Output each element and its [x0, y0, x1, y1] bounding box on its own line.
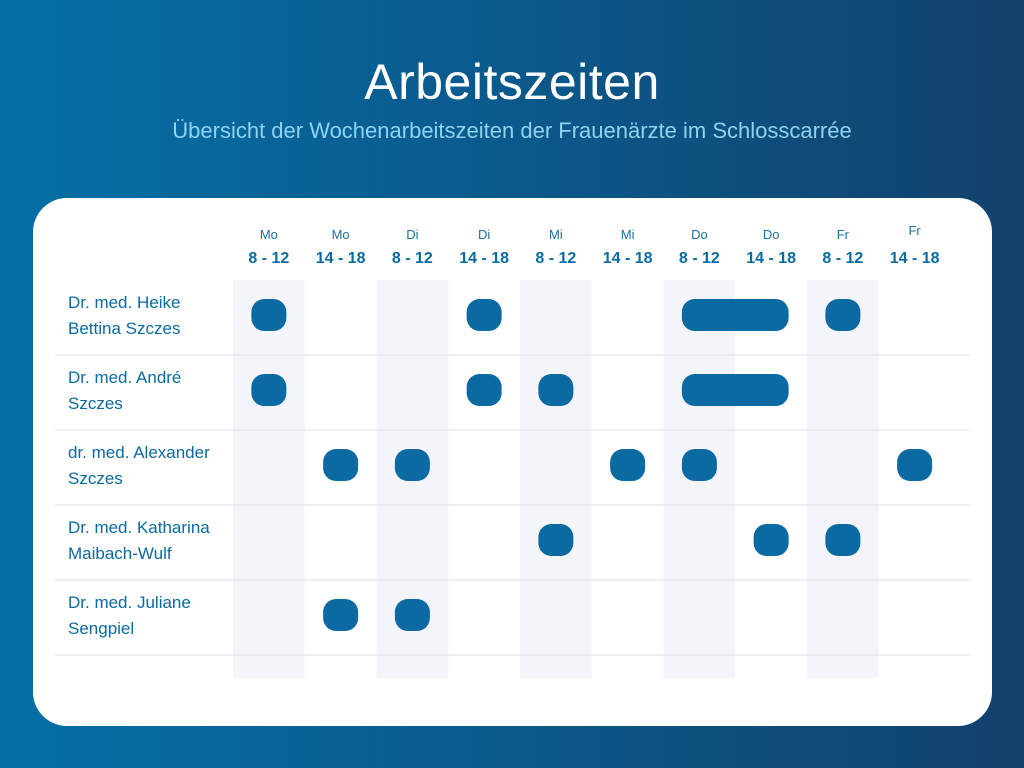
- schedule-slot-pill: [681, 299, 789, 331]
- column-time-label: 8 - 12: [392, 250, 433, 267]
- page-subtitle: Übersicht der Wochenarbeitszeiten der Fr…: [172, 118, 852, 143]
- page-title: Arbeitszeiten: [364, 54, 660, 110]
- schedule-slot-pill: [753, 524, 789, 556]
- schedule-slot-pill: [538, 374, 574, 406]
- doctor-name: Dr. med. Katharina: [68, 518, 210, 537]
- column-time-label: 14 - 18: [746, 250, 796, 267]
- doctor-name: Dr. med. Juliane: [68, 593, 191, 612]
- column-day-label: Di: [478, 227, 490, 242]
- column-time-label: 8 - 12: [679, 250, 720, 267]
- schedule-slot-pill: [466, 374, 502, 406]
- column-time-label: 14 - 18: [890, 250, 940, 267]
- schedule-slot-pill: [538, 524, 574, 556]
- schedule-slot-pill: [825, 299, 861, 331]
- doctor-name: Szczes: [68, 394, 123, 413]
- schedule-chart: Mo 8 - 12 Mo 14 - 18 Di 8 - 12 Di 14 - 18 Mi 8 - …: [55, 223, 970, 678]
- schedule-slot-pill: [681, 449, 717, 481]
- column-time-label: 14 - 18: [316, 250, 366, 267]
- column-day-label: Fr: [908, 223, 921, 238]
- column-day-label: Fr: [837, 227, 850, 242]
- column-day-label: Mo: [260, 227, 278, 242]
- shaded-column: [807, 280, 879, 678]
- column-day-label: Do: [763, 227, 780, 242]
- schedule-slot-pill: [394, 599, 430, 631]
- schedule-slot-pill: [825, 524, 861, 556]
- doctor-name: Szczes: [68, 469, 123, 488]
- schedule-slot-pill: [610, 449, 646, 481]
- doctor-name: Maibach-Wulf: [68, 544, 172, 563]
- column-time-label: 14 - 18: [603, 250, 653, 267]
- schedule-slot-pill: [323, 599, 359, 631]
- doctor-name: Dr. med. Heike: [68, 293, 180, 312]
- schedule-slot-pill: [681, 374, 789, 406]
- doctor-name: Dr. med. André: [68, 368, 181, 387]
- schedule-slot-pill: [251, 299, 287, 331]
- doctor-name: Sengpiel: [68, 619, 134, 638]
- shaded-column: [233, 280, 305, 678]
- schedule-card: Mo 8 - 12 Mo 14 - 18 Di 8 - 12 Di 14 - 18 Mi 8 - …: [33, 198, 992, 726]
- column-day-label: Mi: [549, 227, 563, 242]
- schedule-slot-pill: [323, 449, 359, 481]
- schedule-slot-pill: [466, 299, 502, 331]
- shaded-column: [520, 280, 592, 678]
- column-time-label: 8 - 12: [822, 250, 863, 267]
- doctor-name: Bettina Szczes: [68, 319, 180, 338]
- doctor-name: dr. med. Alexander: [68, 443, 210, 462]
- column-day-label: Di: [406, 227, 418, 242]
- column-day-label: Mo: [332, 227, 350, 242]
- schedule-slot-pill: [251, 374, 287, 406]
- column-time-label: 8 - 12: [248, 250, 289, 267]
- column-day-label: Do: [691, 227, 708, 242]
- column-time-label: 14 - 18: [459, 250, 509, 267]
- schedule-slot-pill: [897, 449, 933, 481]
- column-time-label: 8 - 12: [535, 250, 576, 267]
- schedule-slot-pill: [394, 449, 430, 481]
- column-day-label: Mi: [621, 227, 635, 242]
